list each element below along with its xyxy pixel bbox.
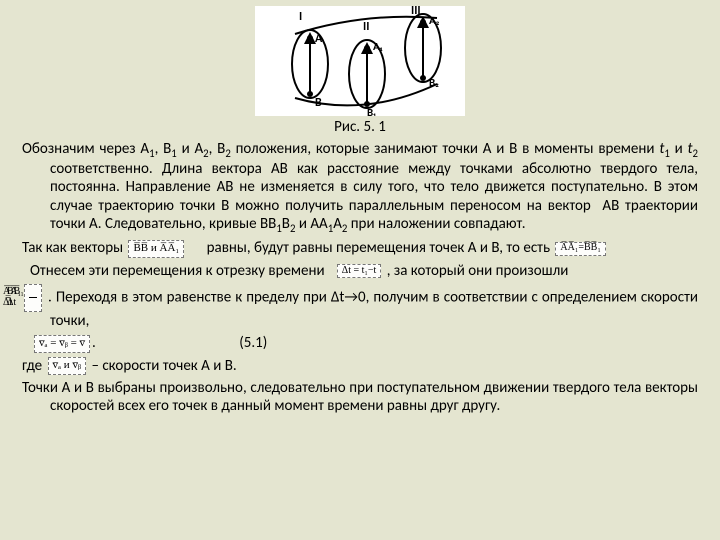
formula-aa-eq-bb: A̅A̅₁=B̅B̅₁ (555, 242, 605, 256)
paragraph-2: Так как векторы B̅B̅ и A̅A̅₁ равны, буду… (22, 239, 698, 257)
equation-number: (5.1) (239, 334, 267, 352)
svg-text:B₁: B₁ (367, 106, 376, 116)
svg-text:A: A (315, 32, 323, 46)
paragraph-4: A̅A̅₁Δt = B̅B̅₁Δt . Переходя в этом раве… (22, 284, 698, 330)
svg-text:I: I (299, 10, 302, 24)
formula-vectors-bb-aa: B̅B̅ и A̅A̅₁ (128, 240, 184, 258)
paragraph-1: Обозначим через A1, B1 и A2, B2 положени… (22, 140, 698, 235)
figure-5-1: IIIIIIABA₁B₁A₂B₂ (255, 6, 465, 116)
svg-text:A₁: A₁ (373, 40, 383, 53)
formula-va-vb: v̅ₐ и v̅ᵦ (48, 357, 87, 375)
svg-text:III: III (411, 6, 421, 18)
paragraph-7: Точки A и B выбраны произвольно, следова… (22, 379, 698, 416)
svg-text:A₂: A₂ (429, 14, 440, 27)
paragraph-6: где v̅ₐ и v̅ᵦ – скорости точек A и B. (22, 357, 698, 375)
svg-text:II: II (363, 20, 369, 34)
paragraph-3: Отнесем эти перемещения к отрезку времен… (22, 262, 698, 280)
formula-v-eq: v̅ₐ = v̅ᵦ = v̅ (34, 335, 90, 353)
formula-delta-t: Δt = t₁−t (337, 264, 382, 278)
formula-fraction-eq: A̅A̅₁Δt = B̅B̅₁Δt (24, 284, 42, 312)
svg-text:B: B (315, 96, 322, 110)
figure-caption: Рис. 5. 1 (22, 118, 698, 136)
equation-5-1-line: v̅ₐ = v̅ᵦ = v̅. (5.1) (22, 334, 698, 352)
svg-text:B₂: B₂ (429, 76, 439, 89)
